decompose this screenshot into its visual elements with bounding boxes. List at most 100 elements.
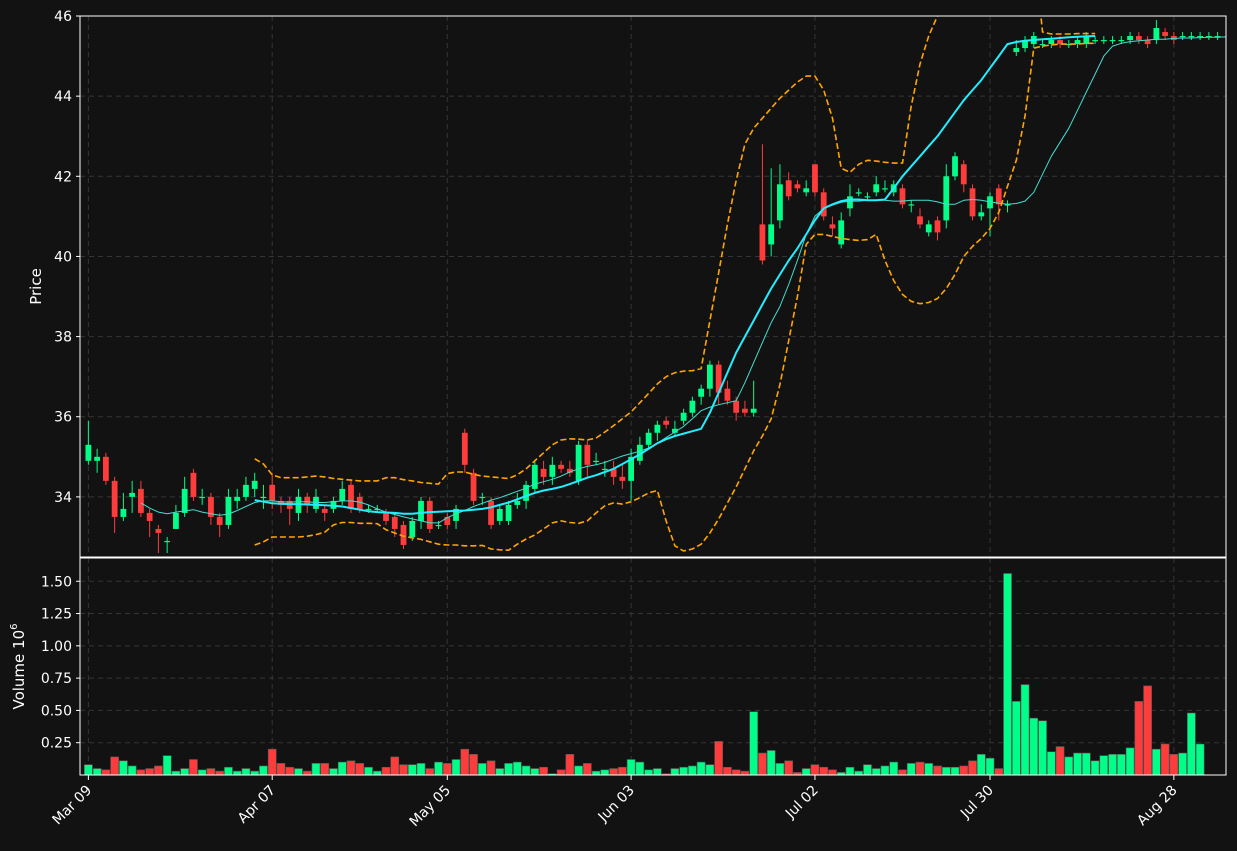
volume-bar [215, 770, 225, 775]
candle-body [181, 488, 188, 513]
volume-bar [197, 769, 207, 775]
volume-bar [425, 768, 435, 775]
volume-ytick-label: 0.50 [41, 703, 72, 719]
candle-body [523, 484, 529, 501]
candle-body [111, 480, 118, 517]
volume-bar [1020, 684, 1030, 775]
line-ma-slow [254, 35, 1096, 515]
candle-body [1179, 36, 1186, 38]
volume-bar [723, 766, 732, 775]
candle-body [1065, 44, 1072, 46]
volume-bar [1178, 752, 1187, 775]
candle-body [663, 420, 670, 425]
volume-bar [766, 750, 776, 775]
volume-bar [285, 766, 295, 775]
volume-bar [801, 768, 811, 775]
volume-bar [232, 770, 242, 775]
candle-body [321, 508, 328, 513]
price-ytick-label: 40 [54, 249, 72, 265]
volume-bar [504, 763, 513, 775]
volume-bar [311, 763, 321, 775]
volume-bar [836, 772, 846, 775]
volume-bar [906, 763, 916, 775]
candle-body [873, 184, 880, 193]
candle-body [855, 192, 862, 194]
candle-body [102, 456, 109, 481]
candle-body [479, 496, 486, 499]
candle-body [610, 468, 617, 477]
xtick-label: Aug 28 [1134, 783, 1180, 829]
candle-body [225, 496, 232, 525]
candle-body [470, 472, 477, 501]
volume-bar [224, 766, 233, 775]
volume-bar [959, 765, 969, 775]
volume-bar [635, 761, 645, 775]
volume-bar [136, 769, 146, 775]
volume-bar [180, 768, 189, 775]
volume-bar [294, 768, 303, 775]
candle-body [514, 500, 521, 505]
price-ytick-label: 42 [54, 169, 72, 185]
volume-bar [565, 754, 575, 775]
volume-bar [626, 759, 636, 775]
candle-body [356, 496, 363, 509]
candle-body [1153, 28, 1160, 41]
candle-body [943, 176, 950, 221]
candle-body [628, 456, 635, 481]
volume-bar [618, 766, 627, 775]
volume-bar [985, 757, 995, 775]
candle-body [619, 476, 626, 481]
xtick-label: Jun 03 [595, 783, 638, 826]
volume-bar [512, 761, 522, 775]
volume-bar [1169, 754, 1179, 775]
candle-body [671, 428, 678, 433]
volume-bar [189, 759, 198, 775]
volume-bar [1195, 743, 1205, 775]
volume-bar [1108, 754, 1117, 775]
xtick-label: Mar 09 [49, 783, 95, 829]
candle-body [435, 524, 442, 527]
volume-bar [994, 768, 1004, 775]
candle-body [1127, 36, 1133, 41]
candle-body [908, 204, 915, 206]
candle-body [759, 224, 766, 261]
candle-body [847, 196, 853, 209]
candle-body [146, 512, 153, 521]
volume-bar [1160, 743, 1170, 775]
candle-body [803, 188, 810, 193]
volume-bar [206, 768, 216, 775]
candle-body [593, 460, 599, 463]
candle-body [838, 220, 845, 245]
candle-body [689, 400, 696, 413]
volume-bar [880, 765, 890, 775]
candle-body [138, 488, 144, 513]
volume-bar [950, 766, 960, 775]
candle-body [348, 484, 354, 509]
candle-body [164, 540, 171, 543]
candle-body [400, 524, 407, 545]
candle-body [269, 484, 276, 501]
volume-bar [434, 761, 443, 775]
volume-bar [1134, 701, 1144, 775]
candle-body [94, 456, 101, 461]
volume-ytick-label: 1.00 [41, 639, 72, 655]
candle-body [698, 388, 705, 397]
volume-bar [486, 760, 496, 775]
candle-body [234, 496, 241, 501]
candle-body [1039, 44, 1046, 46]
candle-body [584, 444, 591, 465]
volume-bar [591, 770, 601, 775]
volume-bar [784, 760, 794, 775]
volume-bar [968, 760, 977, 775]
volume-bar [416, 763, 426, 775]
candle-body [173, 512, 179, 529]
price-ytick-label: 44 [54, 89, 72, 105]
candle-body [715, 364, 722, 393]
volume-bar [714, 741, 723, 775]
volume-bar [320, 763, 330, 775]
candle-body [724, 388, 731, 401]
volume-bar [469, 754, 478, 775]
candle-body [750, 408, 757, 413]
candle-body [251, 480, 258, 489]
candle-body [925, 224, 932, 233]
